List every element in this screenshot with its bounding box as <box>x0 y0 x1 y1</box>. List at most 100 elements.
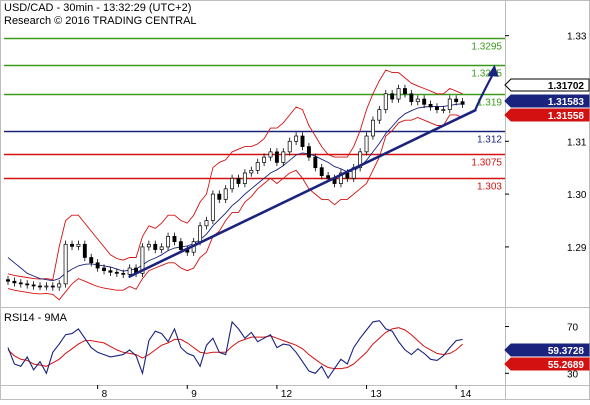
candle-body <box>403 88 407 95</box>
forecast-arrow-shaft <box>474 74 494 111</box>
candlesticks <box>6 84 465 291</box>
candle-body <box>262 156 267 163</box>
level-label-1.319: 1.319 <box>477 98 502 109</box>
price-tag-box <box>504 108 590 122</box>
candle <box>428 100 433 111</box>
candle-body <box>127 267 132 275</box>
price-tick-label: 1.29 <box>567 243 587 254</box>
candle-body <box>76 243 81 247</box>
price-tag-label: 1.31702 <box>548 81 585 92</box>
candle <box>102 264 106 275</box>
candle-body <box>18 282 23 285</box>
candle-body <box>44 285 49 288</box>
rsi-tick-label: 30 <box>567 369 579 380</box>
candle <box>204 216 209 230</box>
candle <box>114 268 119 278</box>
candle <box>415 95 420 106</box>
candle-body <box>377 109 382 121</box>
bollinger-upper <box>7 69 463 281</box>
candle <box>172 232 177 246</box>
candle-body <box>166 236 171 248</box>
price-tag-box <box>504 78 590 92</box>
chart-credit: Research © 2016 TRADING CENTRAL <box>4 15 197 27</box>
candle-body <box>396 88 401 100</box>
rsi-panel-title: RSI14 - 9MA <box>4 312 67 324</box>
candle-body <box>114 271 119 274</box>
rsi-line <box>7 320 463 380</box>
candle <box>121 269 126 279</box>
price-axis: 1.29 1.30 1.31 1.33 <box>505 32 587 254</box>
candle-body <box>435 106 439 110</box>
candle <box>441 105 446 114</box>
time-tick-label: 13 <box>371 389 383 400</box>
price-tag-label: 1.31583 <box>548 97 585 108</box>
candle-body <box>146 243 151 248</box>
candle <box>460 97 465 109</box>
candle <box>44 282 49 291</box>
candle-body <box>300 135 305 147</box>
candle-body <box>281 151 286 163</box>
price-tags: 1.31702 1.31583 1.31558 <box>504 78 590 122</box>
candle-body <box>364 135 369 153</box>
time-tick-label: 14 <box>460 389 472 400</box>
candle <box>18 279 23 288</box>
candle-body <box>255 162 260 171</box>
candle-body <box>313 156 318 169</box>
candle <box>262 153 267 167</box>
candle <box>25 280 30 289</box>
price-tag-blue: 1.31583 <box>504 94 590 108</box>
rsi-ma-value-tag-label: 55.2689 <box>548 360 585 371</box>
candle-body <box>236 177 241 184</box>
candle-body <box>409 93 414 103</box>
candle-body <box>242 172 247 184</box>
candle-body <box>6 279 10 282</box>
candle <box>6 275 10 285</box>
candle-body <box>230 177 235 190</box>
bollinger-bands <box>7 69 463 301</box>
candle <box>57 280 62 291</box>
candle-body <box>358 151 363 169</box>
candle <box>447 95 452 114</box>
candle <box>338 169 343 188</box>
candle <box>108 266 113 276</box>
candle-body <box>370 119 375 137</box>
candle <box>390 90 395 103</box>
candle-body <box>383 93 388 110</box>
level-label-1.3245: 1.3245 <box>471 69 502 80</box>
candle <box>319 164 324 180</box>
uptrend-line <box>128 108 477 278</box>
candle <box>166 232 171 251</box>
candle-body <box>338 172 343 184</box>
candle <box>230 174 235 193</box>
candle-body <box>82 243 87 258</box>
rsi-value-tag: 59.3728 <box>504 343 590 357</box>
rsi-value-tag-label: 59.3728 <box>548 346 585 357</box>
candle-body <box>294 135 299 142</box>
candle <box>223 185 228 204</box>
candle-body <box>460 101 465 105</box>
candle-body <box>70 243 74 247</box>
candle-body <box>50 285 55 288</box>
candle <box>255 158 260 175</box>
candle <box>300 132 305 151</box>
candle <box>159 243 164 254</box>
candle <box>409 90 414 106</box>
candle-body <box>204 220 209 227</box>
trendline-and-forecast <box>128 64 499 278</box>
candle-body <box>89 257 94 264</box>
candle-body <box>345 172 350 179</box>
candle-body <box>390 93 395 100</box>
candle-body <box>140 246 145 274</box>
ma-line <box>7 103 463 282</box>
chart-symbol-title: USD/CAD - 30min - 13:32:29 (UTC+2) <box>4 2 192 14</box>
rsi-ma-line <box>7 327 463 370</box>
candle <box>31 281 36 290</box>
candle <box>313 153 318 172</box>
candle-body <box>223 188 228 200</box>
candle <box>76 240 81 251</box>
candle <box>12 277 17 287</box>
time-tick-label: 12 <box>281 389 293 400</box>
candle <box>454 95 459 106</box>
candle <box>364 132 369 156</box>
candle <box>38 282 42 291</box>
